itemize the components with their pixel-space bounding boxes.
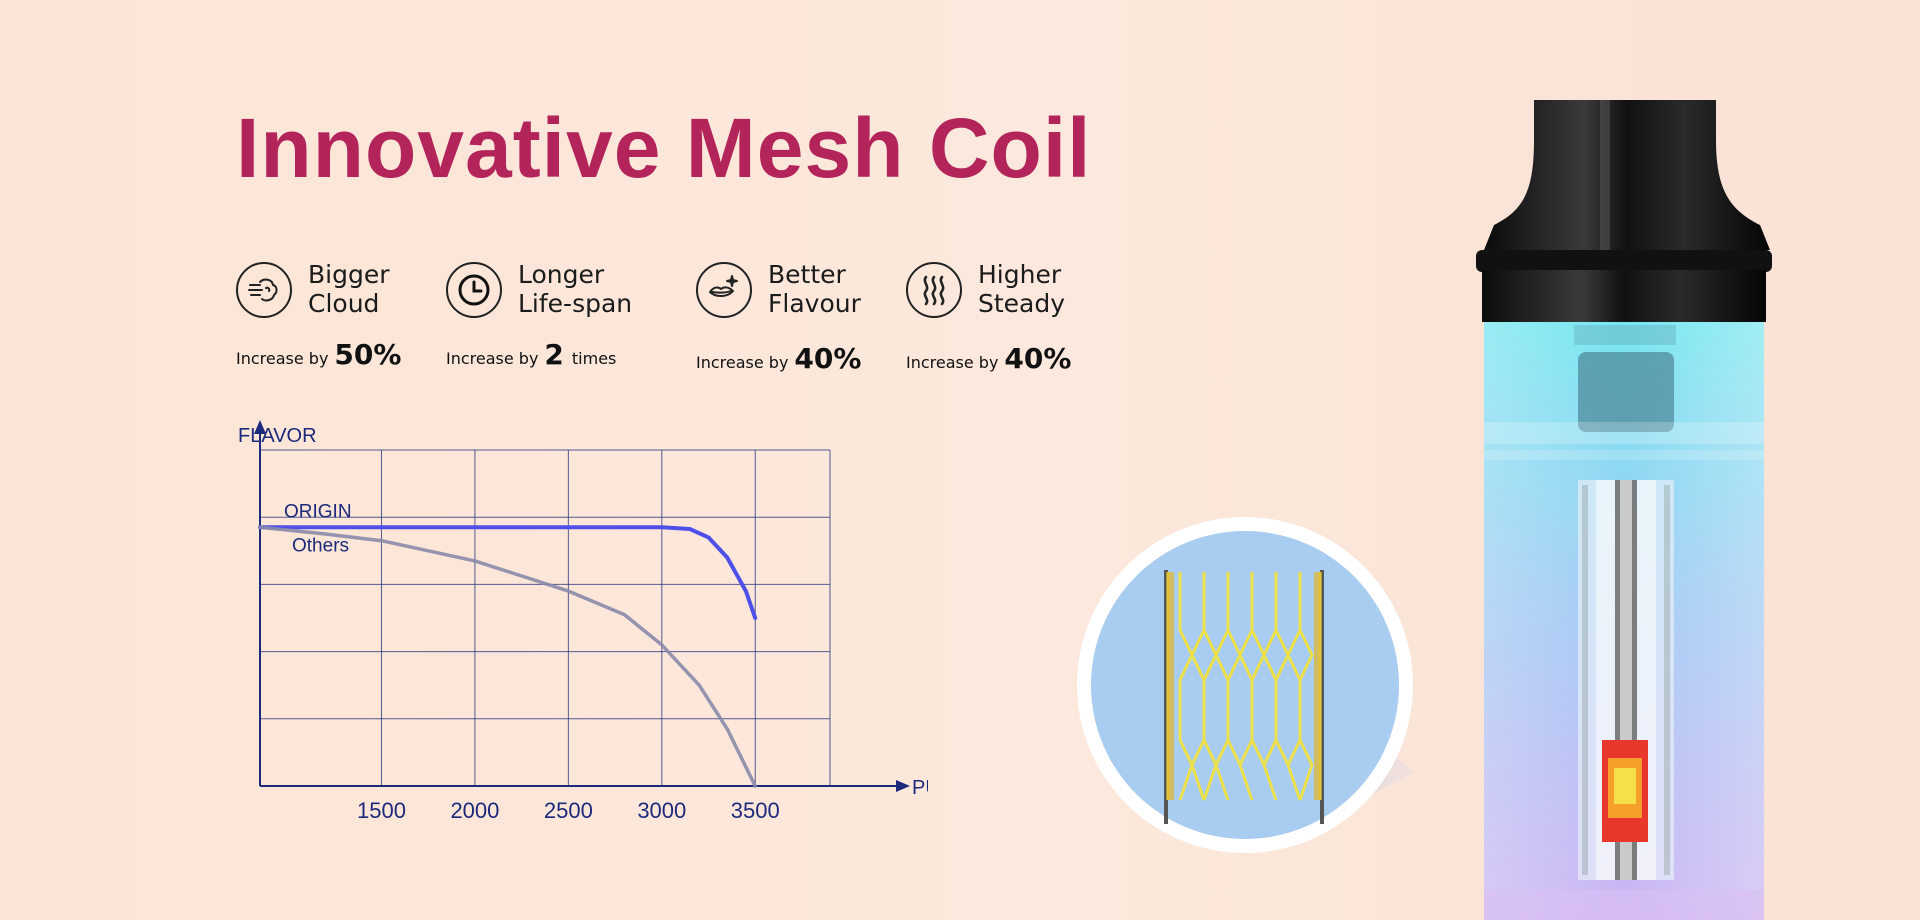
coil-magnifier <box>1077 517 1413 853</box>
page-title: Innovative Mesh Coil <box>236 101 1092 195</box>
x-axis-label: PUFFS <box>912 777 928 799</box>
feature-stat: Increase by 40% <box>696 342 862 375</box>
stat-value: 50% <box>334 338 402 371</box>
feature-label: Better Flavour <box>768 260 861 318</box>
feature-label: Higher Steady <box>978 260 1066 318</box>
x-tick-label: 1500 <box>357 798 406 823</box>
x-tick-label: 3500 <box>731 798 780 823</box>
stat-value: 40% <box>794 342 862 375</box>
x-tick-label: 2500 <box>544 798 593 823</box>
y-axis-arrow <box>254 420 266 434</box>
stat-value: 40% <box>1004 342 1072 375</box>
stat-value: 2 <box>544 338 564 371</box>
y-axis-label: FLAVOR <box>238 425 317 447</box>
series-label: ORIGIN <box>284 501 352 522</box>
lips-icon <box>696 262 752 318</box>
x-tick-label: 3000 <box>637 798 686 823</box>
flavor-puffs-chart: 1500 2000 2500 3000 3500 FLAVOR PUFFS ORIGIN Oth… <box>238 420 928 823</box>
feature-stat: Increase by 40% <box>906 342 1072 375</box>
clock-icon <box>446 262 502 318</box>
series-line-others <box>258 525 757 788</box>
feature-stat: Increase by 2 times <box>446 338 617 371</box>
x-tick-label: 2000 <box>450 798 499 823</box>
feature-label: Longer Life-span <box>518 260 633 318</box>
mouthpiece-cap <box>1476 100 1772 322</box>
steam-icon <box>906 262 962 318</box>
feature-stat: Increase by 50% <box>236 338 402 371</box>
cloud-icon <box>236 262 292 318</box>
series-label: Others <box>292 535 349 556</box>
series-line-origin <box>258 525 758 620</box>
x-axis-arrow <box>896 780 910 792</box>
feature-label: Bigger Cloud <box>308 260 390 318</box>
vape-device-illustration <box>1077 100 1772 920</box>
device-body <box>1484 322 1764 920</box>
